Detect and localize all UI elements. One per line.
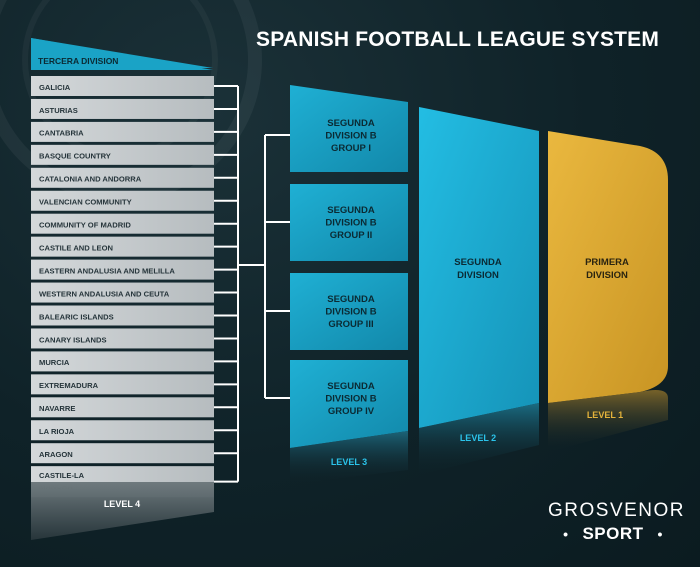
region-label: EASTERN ANDALUSIA AND MELILLA xyxy=(39,266,175,275)
tercera-header-label: TERCERA DIVISION xyxy=(38,56,118,66)
group-label-1-line-1: SEGUNDA xyxy=(327,118,375,129)
group-label-1-line-2: DIVISION B xyxy=(325,130,376,141)
region-label: COMMUNITY OF MADRID xyxy=(39,221,131,230)
group-label-1-line-3: GROUP I xyxy=(331,143,371,154)
region-label: CANARY ISLANDS xyxy=(39,335,107,344)
segunda-division-label-line-2: DIVISION xyxy=(457,270,499,281)
region-row xyxy=(31,305,214,326)
group-label-3-line-2: DIVISION B xyxy=(325,306,376,317)
brand-dot-left: • xyxy=(563,526,569,542)
region-row xyxy=(31,443,214,464)
region-row xyxy=(31,259,214,280)
level1-label: LEVEL 1 xyxy=(587,410,623,420)
segunda-division-box xyxy=(419,107,539,428)
primera-division-label-line-2: DIVISION xyxy=(586,270,628,281)
region-row xyxy=(31,167,214,188)
level3-reflection xyxy=(290,431,408,484)
region-row xyxy=(31,121,214,142)
region-row xyxy=(31,374,214,395)
brand-logo: GROSVENOR • SPORT • xyxy=(548,500,686,544)
region-label: VALENCIAN COMMUNITY xyxy=(39,198,132,207)
region-row xyxy=(31,236,214,257)
region-label: LA RIOJA xyxy=(39,427,75,436)
region-row xyxy=(31,144,214,165)
region-label: NAVARRE xyxy=(39,404,75,413)
region-label: EXTREMADURA xyxy=(39,381,99,390)
group-label-3-line-3: GROUP III xyxy=(328,319,373,330)
level2-label: LEVEL 2 xyxy=(460,433,496,443)
region-label: ARAGON xyxy=(39,450,73,459)
segunda-division-label-line-1: SEGUNDA xyxy=(454,257,502,268)
group-box xyxy=(290,85,408,172)
region-label: CANTABRIA xyxy=(39,129,84,138)
level3-label: LEVEL 3 xyxy=(331,457,367,467)
region-row xyxy=(31,213,214,234)
region-label: CASTILE-LA xyxy=(39,471,85,480)
region-row xyxy=(31,190,214,211)
primera-division-label-line-1: PRIMERA xyxy=(585,257,629,268)
group-box xyxy=(290,184,408,261)
region-label: BALEARIC ISLANDS xyxy=(39,312,114,321)
brand-dot-right: • xyxy=(657,526,663,542)
level4-base xyxy=(31,482,214,540)
group-label-4-line-1: SEGUNDA xyxy=(327,381,375,392)
region-label: GALICIA xyxy=(39,83,71,92)
group-label-2-line-2: DIVISION B xyxy=(325,217,376,228)
region-label: CATALONIA AND ANDORRA xyxy=(39,175,142,184)
level4-label: LEVEL 4 xyxy=(104,499,140,509)
region-row xyxy=(31,397,214,418)
region-row xyxy=(31,282,214,303)
group-label-4-line-3: GROUP IV xyxy=(328,406,375,417)
group-label-2-line-1: SEGUNDA xyxy=(327,205,375,216)
region-row xyxy=(31,98,214,119)
region-row xyxy=(31,351,214,372)
primera-division-box xyxy=(548,131,668,403)
group-box xyxy=(290,360,408,448)
region-label: CASTILE AND LEON xyxy=(39,243,113,252)
region-label: ASTURIAS xyxy=(39,106,78,115)
brand-line2: • SPORT • xyxy=(548,524,678,544)
region-row xyxy=(31,328,214,349)
tercera-header-fill xyxy=(31,38,213,68)
region-label: BASQUE COUNTRY xyxy=(39,152,111,161)
group-label-3-line-1: SEGUNDA xyxy=(327,294,375,305)
brand-sport: SPORT xyxy=(582,524,644,543)
level1-reflection xyxy=(548,390,668,452)
group-label-4-line-2: DIVISION B xyxy=(325,393,376,404)
page-title: SPANISH FOOTBALL LEAGUE SYSTEM xyxy=(256,28,660,51)
region-label: MURCIA xyxy=(39,358,70,367)
watermark-ring xyxy=(0,0,262,202)
group-box xyxy=(290,273,408,350)
region-row xyxy=(31,420,214,441)
group-label-2-line-3: GROUP II xyxy=(330,230,373,241)
region-label: WESTERN ANDALUSIA AND CEUTA xyxy=(39,289,170,298)
brand-line1: GROSVENOR xyxy=(548,500,686,521)
region-row xyxy=(31,76,214,96)
level2-reflection xyxy=(419,403,539,475)
